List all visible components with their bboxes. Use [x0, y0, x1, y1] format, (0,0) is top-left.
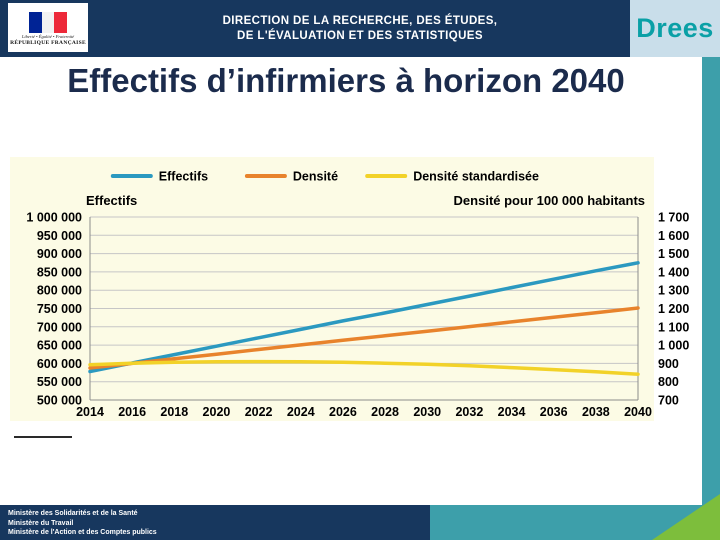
svg-text:1 700: 1 700: [658, 211, 689, 225]
svg-text:800: 800: [658, 375, 679, 389]
svg-text:1 300: 1 300: [658, 284, 689, 298]
svg-text:600 000: 600 000: [37, 357, 82, 371]
svg-text:2028: 2028: [371, 405, 399, 419]
series-effectifs: [88, 261, 640, 374]
svg-text:1 200: 1 200: [658, 302, 689, 316]
svg-text:2016: 2016: [118, 405, 146, 419]
series-densité: [88, 306, 640, 370]
svg-text:2018: 2018: [160, 405, 188, 419]
svg-text:Densité standardisée: Densité standardisée: [413, 170, 539, 184]
svg-text:Effectifs: Effectifs: [159, 170, 208, 184]
svg-text:550 000: 550 000: [37, 375, 82, 389]
svg-text:2020: 2020: [203, 405, 231, 419]
svg-text:1 100: 1 100: [658, 320, 689, 334]
series-densité-standardisée: [88, 359, 640, 376]
svg-text:2014: 2014: [76, 405, 104, 419]
svg-text:2032: 2032: [455, 405, 483, 419]
svg-text:2026: 2026: [329, 405, 357, 419]
drees-logo: Drees: [630, 0, 720, 57]
svg-text:900: 900: [658, 357, 679, 371]
legend-item: Effectifs: [110, 170, 208, 184]
svg-text:2038: 2038: [582, 405, 610, 419]
svg-text:650 000: 650 000: [37, 339, 82, 353]
svg-text:800 000: 800 000: [37, 284, 82, 298]
french-flag-icon: [29, 11, 68, 33]
org-name-line2: DE L'ÉVALUATION ET DES STATISTIQUES: [237, 30, 483, 42]
svg-text:2024: 2024: [287, 405, 315, 419]
svg-text:700 000: 700 000: [37, 320, 82, 334]
drees-logo-text: Drees: [636, 13, 714, 43]
svg-text:1 600: 1 600: [658, 229, 689, 243]
svg-text:750 000: 750 000: [37, 302, 82, 316]
org-name-line1: DIRECTION DE LA RECHERCHE, DES ÉTUDES,: [222, 15, 498, 27]
legend-item: Densité standardisée: [365, 170, 539, 184]
ministry-line: Ministère de l'Action et des Comptes pub…: [8, 529, 157, 536]
svg-text:1 500: 1 500: [658, 247, 689, 261]
projection-line-chart: 1 000 000 950 000 900 000 850 000 800 000 750…: [10, 157, 689, 421]
right-axis-title: Densité pour 100 000 habitants: [454, 193, 645, 208]
left-axis-title: Effectifs: [86, 193, 137, 208]
legend-item: Densité: [244, 170, 338, 184]
svg-text:1 400: 1 400: [658, 265, 689, 279]
svg-text:850 000: 850 000: [37, 265, 82, 279]
svg-text:Densité: Densité: [293, 170, 338, 184]
right-axis-labels: 1 700 1 600 1 500 1 400 1 300 1 200 1 100 1 000…: [658, 211, 689, 408]
svg-text:950 000: 950 000: [37, 229, 82, 243]
left-axis-labels: 1 000 000 950 000 900 000 850 000 800 000 750…: [26, 211, 82, 408]
org-name: DIRECTION DE LA RECHERCHE, DES ÉTUDES, D…: [92, 0, 628, 57]
marianne-logo: Liberté • Égalité • Fraternité RÉPUBLIQU…: [8, 3, 88, 52]
ministry-line: Ministère des Solidarités et de la Santé: [8, 510, 138, 517]
svg-text:2036: 2036: [540, 405, 568, 419]
svg-text:2022: 2022: [245, 405, 273, 419]
svg-text:2034: 2034: [498, 405, 526, 419]
footer-band: Ministère des Solidarités et de la Santé…: [0, 505, 720, 540]
x-axis-labels: 2014 2016 2018 2020 2022 2024 2026 2028 2030 2032…: [76, 405, 652, 419]
svg-text:700: 700: [658, 394, 679, 408]
svg-text:500 000: 500 000: [37, 394, 82, 408]
svg-text:1 000 000: 1 000 000: [26, 211, 82, 225]
legend: Effectifs Densité Densité standardisée: [110, 170, 539, 184]
marianne-republic: RÉPUBLIQUE FRANÇAISE: [10, 39, 86, 46]
ministry-line: Ministère du Travail: [8, 519, 74, 527]
header-band: [0, 0, 630, 57]
marianne-motto: Liberté • Égalité • Fraternité: [21, 33, 75, 39]
right-accent-strip: [702, 57, 720, 505]
svg-text:900 000: 900 000: [37, 247, 82, 261]
page-title: Effectifs d’infirmiers à horizon 2040: [67, 62, 625, 99]
svg-text:2040: 2040: [624, 405, 652, 419]
footnote-rule: [14, 436, 72, 438]
ministries-block: Ministère des Solidarités et de la Santé…: [8, 509, 157, 538]
chart-background: [10, 157, 654, 421]
svg-text:1 000: 1 000: [658, 339, 689, 353]
svg-text:2030: 2030: [413, 405, 441, 419]
